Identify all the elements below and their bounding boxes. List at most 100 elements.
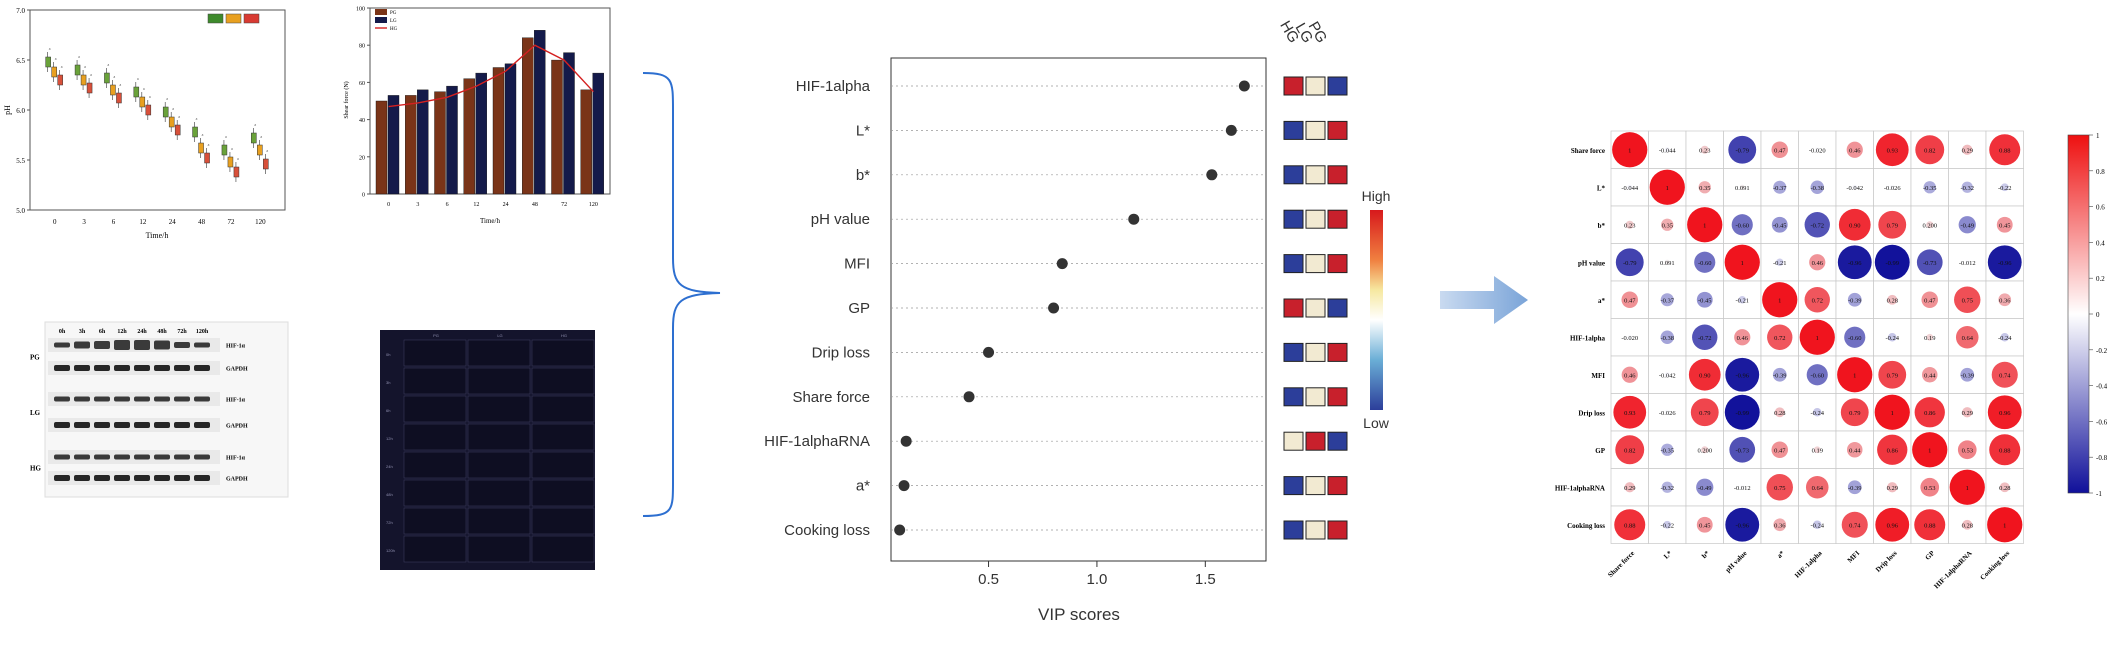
vip-score-point	[900, 435, 912, 447]
fluorescence-cell	[467, 451, 531, 479]
vip-heat-cell	[1327, 76, 1348, 96]
correlation-column-label: a*	[1776, 549, 1787, 560]
correlation-circle	[1814, 147, 1820, 153]
blot-band	[54, 396, 70, 402]
blot-band	[154, 396, 170, 402]
correlation-circle	[1661, 481, 1673, 493]
correlation-circle	[1954, 286, 1981, 313]
correlation-circle	[1916, 249, 1943, 276]
correlation-circle	[1960, 367, 1975, 382]
correlation-value: 1	[1628, 147, 1631, 154]
blot-band	[114, 365, 130, 371]
correlation-column-label: GP	[1924, 549, 1937, 562]
correlation-value: 0.29	[1962, 410, 1973, 417]
correlation-row-label: Drip loss	[1578, 409, 1605, 417]
ph-box	[204, 152, 210, 164]
blot-band	[54, 454, 70, 460]
blot-band	[194, 422, 210, 428]
correlation-value: 1	[1741, 260, 1744, 267]
vip-heat-cell	[1283, 209, 1304, 229]
correlation-scale-label: -0.6	[2096, 418, 2108, 426]
shear-legend-label: PG	[390, 11, 397, 16]
correlation-value: -0.96	[1848, 260, 1862, 267]
ph-y-tick-label: 5.5	[16, 157, 25, 165]
correlation-value: -0.60	[1735, 222, 1749, 229]
ph-x-tick-label: 12	[139, 218, 147, 226]
shear-bar	[405, 95, 417, 195]
blot-band	[94, 341, 110, 349]
correlation-value: -0.042	[1846, 185, 1863, 192]
correlation-circle	[1804, 212, 1830, 238]
fluorescence-cell	[531, 507, 595, 535]
correlation-value: 0.28	[1774, 410, 1785, 417]
correlation-circle	[1987, 395, 2022, 430]
blot-lane-label: 0h	[59, 329, 66, 335]
blot-band	[114, 340, 130, 350]
correlation-value: -0.79	[1623, 260, 1637, 267]
shear-bar	[375, 100, 388, 195]
shear-legend-swatch	[375, 17, 387, 23]
shear-x-tick-label: 72	[561, 202, 567, 208]
shear-x-tick-label: 0	[387, 202, 390, 208]
shear-bar	[434, 91, 446, 195]
correlation-circle	[1841, 511, 1868, 538]
correlation-column-label: MFI	[1846, 549, 1861, 564]
vip-heat-cell	[1327, 476, 1348, 496]
correlation-scale-label: 0	[2096, 311, 2100, 319]
blot-band	[74, 454, 90, 460]
ph-x-tick-label: 72	[227, 218, 235, 226]
shear-bar	[417, 89, 429, 195]
blot-band-label: HIF-1α	[226, 456, 246, 462]
correlation-scale-label: -0.2	[2096, 347, 2108, 355]
correlation-value: 0.90	[1699, 372, 1710, 379]
correlation-value: 0.93	[1624, 410, 1635, 417]
correlation-value: -0.24	[1810, 410, 1824, 417]
correlation-column-label: Drip loss	[1874, 549, 1899, 574]
correlation-value: 0.75	[1774, 485, 1785, 492]
correlation-circle	[1614, 509, 1646, 541]
ph-box	[227, 156, 234, 168]
correlation-value: 0.35	[1662, 222, 1673, 229]
correlation-value: 0.86	[1924, 410, 1936, 417]
vip-x-label: VIP scores	[1038, 605, 1120, 624]
blot-band	[94, 454, 110, 460]
blot-labels: PG HIF-1α GAPDH LG HIF-1α GAPDH HG HIF-1α GAPDH	[30, 344, 248, 483]
shear-bar	[522, 37, 534, 195]
correlation-value: -0.012	[1734, 485, 1751, 492]
correlation-circle	[1725, 507, 1760, 542]
fluorescence-cell	[403, 535, 467, 563]
correlation-value: 0.19	[1924, 335, 1935, 342]
correlation-circle	[1767, 324, 1793, 350]
vip-variable-label: MFI	[844, 256, 870, 273]
correlation-circle	[1664, 147, 1670, 153]
blot-band	[174, 396, 190, 402]
vip-variable-label: b*	[856, 167, 870, 184]
correlation-value: -0.22	[1998, 185, 2012, 192]
correlation-circle	[1996, 216, 2013, 233]
vip-heat-cell	[1327, 298, 1348, 318]
ph-box	[51, 66, 57, 78]
correlation-value: -0.35	[1660, 447, 1674, 454]
correlation-scale-label: 0.6	[2096, 204, 2105, 212]
correlation-circle	[1847, 480, 1862, 495]
fluorescence-cell	[403, 367, 467, 395]
correlation-row-label: MFI	[1591, 372, 1605, 380]
correlation-value: -0.37	[1773, 185, 1787, 192]
fluorescence-cell	[403, 451, 467, 479]
blot-band	[134, 396, 150, 402]
correlation-circle	[1734, 329, 1751, 346]
ph-y-tick-label: 5.0	[16, 207, 25, 215]
ph-box	[198, 142, 204, 154]
correlation-value: 1	[1928, 447, 1931, 454]
ph-box	[162, 106, 169, 118]
correlation-circle	[1949, 469, 1985, 505]
blot-band	[54, 365, 70, 371]
correlation-value: 0.46	[1737, 335, 1749, 342]
ph-significance-letter: a	[166, 96, 168, 101]
correlation-circle	[1915, 135, 1945, 165]
correlation-column-label: pH value	[1724, 549, 1749, 574]
correlation-circle	[1837, 357, 1873, 393]
vip-score-point	[1048, 302, 1060, 314]
correlation-circle	[1989, 434, 2021, 466]
correlation-column-label: HIF-1alphaRNA	[1933, 549, 1974, 590]
